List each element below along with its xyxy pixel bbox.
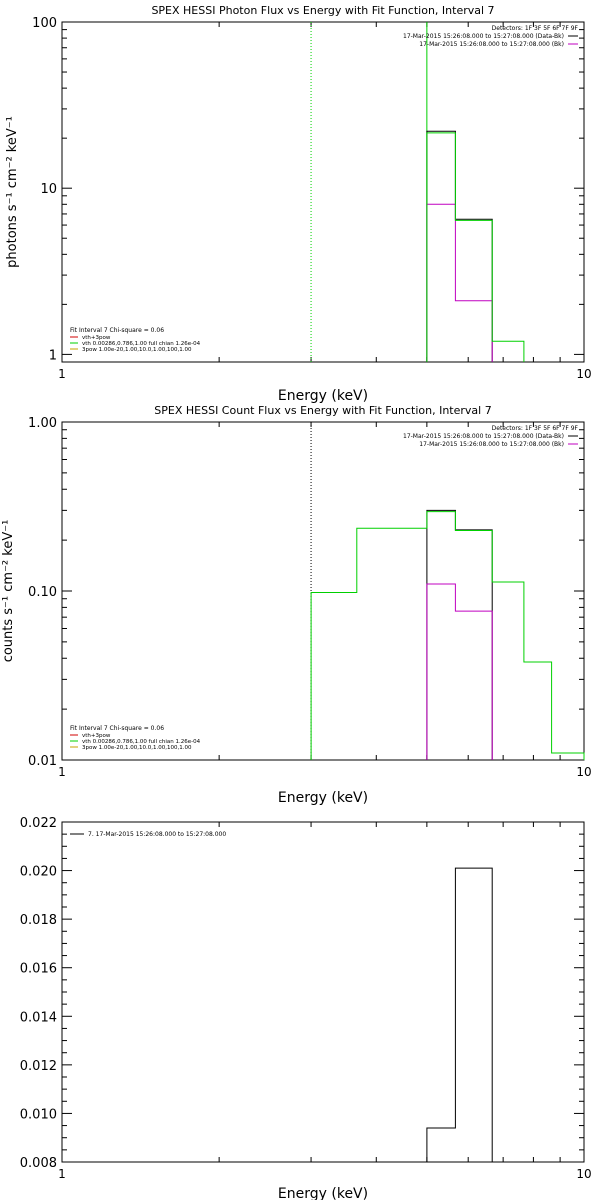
- legend-entry-label: vth+3pow: [82, 733, 111, 739]
- legend-entry-label: vth 0.00286,0.786,1.00 full chian 1.26e-…: [82, 739, 201, 745]
- legend-detectors: Detectors: 1F 3F 5F 6F 7F 9F: [492, 25, 579, 32]
- chart-panel-3: 1 10 Energy (keV) 0.008 0.010 0.012 0.014 0.016…: [20, 816, 592, 1200]
- series-line-1: [426, 130, 493, 362]
- chart-title: SPEX HESSI Count Flux vs Energy with Fit…: [154, 404, 491, 417]
- y-tick-label: 1.00: [28, 416, 57, 431]
- series-line-1: [426, 867, 493, 1162]
- legend-entry-label: 7. 17-Mar-2015 15:26:08.000 to 15:27:08.…: [88, 831, 226, 838]
- legend-entry-label: vth+3pow: [82, 335, 111, 341]
- x-axis-label: Energy (keV): [278, 1186, 368, 1200]
- plot-frame: [61, 421, 585, 761]
- y-tick-label: 0.10: [28, 585, 57, 600]
- x-tick-label: 1: [58, 1167, 66, 1181]
- y-tick-label: 0.008: [20, 1156, 57, 1171]
- legend-entry-label: 17-Mar-2015 15:26:08.000 to 15:27:08.000…: [419, 441, 564, 448]
- series-line-2: [426, 583, 493, 760]
- legend-fit-header: Fit Interval 7 Chi-square = 0.06: [70, 725, 164, 732]
- legend-entry-label: 3pow 1.00e-20,1.00,10.0,1.00,100,1.00: [82, 347, 192, 353]
- y-tick-label: 10: [40, 182, 57, 197]
- y-axis-label: photons s⁻¹ cm⁻² keV⁻¹: [5, 116, 20, 268]
- legend-entry-label: vth 0.00286,0.786,1.00 full chian 1.26e-…: [82, 341, 201, 347]
- x-tick-label: 1: [58, 765, 66, 779]
- legend-entry-label: 17-Mar-2015 15:26:08.000 to 15:27:08.000…: [419, 41, 564, 48]
- chart-title: SPEX HESSI Photon Flux vs Energy with Fi…: [151, 4, 494, 17]
- series-line-3: [310, 511, 585, 760]
- y-tick-label: 0.014: [20, 1010, 57, 1025]
- series-line-3: [426, 132, 525, 362]
- y-tick-label: 0.012: [20, 1059, 57, 1074]
- legend-fit-header: Fit Interval 7 Chi-square = 0.06: [70, 327, 164, 334]
- y-tick-label: 0.01: [28, 754, 57, 769]
- y-tick-label: 0.020: [20, 865, 57, 880]
- legend-entry-label: 17-Mar-2015 15:26:08.000 to 15:27:08.000…: [403, 433, 564, 440]
- x-tick-label: 10: [576, 1167, 591, 1181]
- x-axis-label: Energy (keV): [278, 790, 368, 806]
- y-tick-label: 0.022: [20, 816, 57, 831]
- series-line-1: [426, 509, 493, 760]
- plot-frame: [61, 21, 585, 363]
- series-line-2: [426, 203, 493, 362]
- x-axis-label: Energy (keV): [278, 388, 368, 404]
- chart-panel-2: SPEX HESSI Count Flux vs Energy with Fit…: [1, 404, 592, 806]
- legend-entry-label: 3pow 1.00e-20,1.00,10.0,1.00,100,1.00: [82, 745, 192, 751]
- legend-entry-label: 17-Mar-2015 15:26:08.000 to 15:27:08.000…: [403, 33, 564, 40]
- x-tick-label: 10: [576, 765, 591, 779]
- y-tick-label: 0.018: [20, 913, 57, 928]
- y-tick-label: 0.010: [20, 1107, 57, 1122]
- y-tick-label: 100: [32, 16, 57, 31]
- y-tick-label: 1: [49, 348, 57, 363]
- plot-frame: [61, 821, 585, 1163]
- x-tick-label: 10: [576, 367, 591, 381]
- y-axis-label: counts s⁻¹ cm⁻² keV⁻¹: [1, 520, 16, 663]
- legend-detectors: Detectors: 1F 3F 5F 6F 7F 9F: [492, 425, 579, 432]
- x-tick-label: 1: [58, 367, 66, 381]
- y-tick-label: 0.016: [20, 962, 57, 977]
- chart-panel-1: SPEX HESSI Photon Flux vs Energy with Fi…: [5, 4, 592, 404]
